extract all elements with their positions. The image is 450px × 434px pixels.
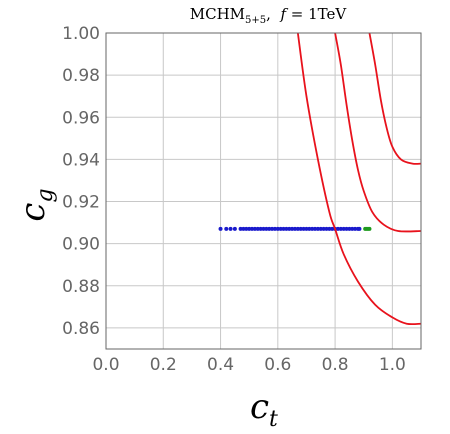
blue-point: [307, 226, 312, 231]
blue-point: [301, 226, 306, 231]
blue-point: [295, 226, 300, 231]
y-tick-label: 0.98: [62, 66, 100, 86]
chart-title: MCHM5+5, f = 1TeV: [190, 5, 348, 26]
blue-point: [250, 226, 255, 231]
blue-point: [272, 226, 277, 231]
x-axis-label: ct: [250, 387, 278, 432]
blue-point: [247, 226, 252, 231]
blue-point: [315, 226, 320, 231]
y-tick-label: 0.88: [62, 277, 100, 297]
blue-point: [261, 226, 266, 231]
blue-point: [338, 226, 343, 231]
blue-point: [287, 226, 292, 231]
y-tick-label: 0.94: [62, 150, 100, 170]
chart-title-sub: 5+5: [245, 15, 266, 26]
x-tick-label: 0.8: [322, 355, 349, 375]
x-tick-label: 0.2: [150, 355, 177, 375]
blue-point: [335, 226, 340, 231]
blue-point: [321, 226, 326, 231]
blue-point: [284, 226, 289, 231]
blue-point: [347, 226, 352, 231]
x-tick-label: 1.0: [379, 355, 406, 375]
blue-point: [327, 226, 332, 231]
green-point: [367, 226, 372, 231]
blue-point: [281, 226, 286, 231]
blue-point: [255, 226, 260, 231]
blue-point: [304, 226, 309, 231]
blue-point: [341, 226, 346, 231]
contour-line: [334, 33, 421, 233]
blue-point: [270, 226, 275, 231]
plot-series: [218, 33, 421, 326]
blue-point: [244, 226, 249, 231]
blue-point: [357, 226, 362, 231]
blue-point: [241, 226, 246, 231]
y-axis-label: cg: [13, 188, 58, 221]
blue-point: [290, 226, 295, 231]
grid: [105, 32, 421, 349]
blue-point: [228, 226, 233, 231]
blue-point: [310, 226, 315, 231]
y-axis-label-sub: g: [33, 188, 58, 202]
y-tick-label: 1.00: [62, 24, 100, 44]
blue-point: [353, 226, 358, 231]
blue-point: [350, 226, 355, 231]
tick-labels: 0.0 0.2 0.4 0.6 0.8 1.0 0.86 0.88 0.90 0.92 0.94 0.…: [62, 24, 406, 375]
chart-title-rest: = 1TeV: [286, 5, 347, 23]
y-axis-label-main: c: [13, 203, 53, 222]
x-tick-label: 0.6: [264, 355, 291, 375]
blue-point: [267, 226, 272, 231]
blue-point: [258, 226, 263, 231]
contour-line: [296, 33, 421, 326]
blue-point: [293, 226, 297, 231]
x-axis-label-sub: t: [269, 407, 278, 432]
blue-point: [313, 226, 318, 231]
blue-point: [232, 226, 237, 231]
blue-point: [324, 226, 329, 231]
blue-point: [264, 226, 269, 231]
y-tick-label: 0.86: [62, 319, 100, 339]
blue-point: [252, 226, 257, 231]
blue-point: [275, 226, 280, 231]
blue-point: [218, 226, 223, 231]
plot-frame: [105, 32, 422, 350]
blue-point: [330, 226, 335, 231]
blue-point: [318, 226, 323, 231]
chart-title-mid: ,: [266, 5, 280, 23]
x-tick-label: 0.4: [207, 355, 234, 375]
blue-point: [224, 226, 229, 231]
blue-point: [238, 226, 243, 231]
contour-line: [368, 33, 421, 165]
x-axis-label-main: c: [250, 387, 269, 427]
x-tick-label: 0.0: [92, 355, 119, 375]
y-tick-label: 0.92: [62, 193, 100, 213]
blue-point: [278, 226, 283, 231]
y-tick-label: 0.96: [62, 108, 100, 128]
blue-point: [344, 226, 349, 231]
blue-point: [298, 226, 303, 231]
chart-title-main: MCHM: [190, 5, 245, 23]
chart-title-fvar: f: [279, 5, 288, 23]
y-tick-label: 0.90: [62, 235, 100, 255]
